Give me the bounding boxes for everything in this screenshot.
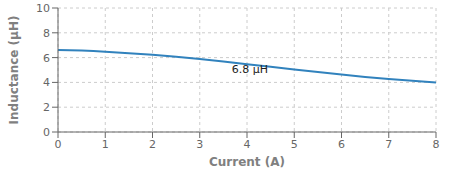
svg-text:Inductance (μH): Inductance (μH) bbox=[8, 16, 21, 125]
svg-text:6: 6 bbox=[338, 138, 345, 151]
svg-text:10: 10 bbox=[36, 2, 50, 15]
svg-text:4: 4 bbox=[43, 76, 50, 89]
svg-text:0: 0 bbox=[43, 126, 50, 139]
svg-text:5: 5 bbox=[291, 138, 298, 151]
svg-text:8: 8 bbox=[433, 138, 440, 151]
svg-text:8: 8 bbox=[43, 27, 50, 40]
svg-text:2: 2 bbox=[43, 101, 50, 114]
svg-text:6: 6 bbox=[43, 52, 50, 65]
svg-text:6.8 μH: 6.8 μH bbox=[232, 63, 268, 76]
svg-text:2: 2 bbox=[149, 138, 156, 151]
svg-text:3: 3 bbox=[196, 138, 203, 151]
svg-text:7: 7 bbox=[385, 138, 392, 151]
svg-text:Current (A): Current (A) bbox=[209, 155, 285, 169]
svg-text:1: 1 bbox=[102, 138, 109, 151]
svg-text:4: 4 bbox=[244, 138, 251, 151]
svg-text:0: 0 bbox=[55, 138, 62, 151]
